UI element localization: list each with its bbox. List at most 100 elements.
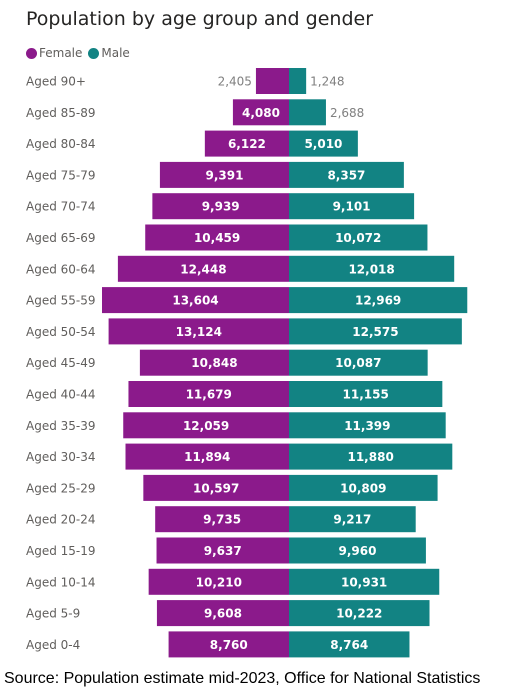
category-label-aged-50-54: Aged 50-54 — [26, 325, 96, 339]
data-label-male-aged-65-69: 10,072 — [335, 231, 381, 245]
data-label-female-aged-80-84: 6,122 — [228, 137, 266, 151]
data-label-male-aged-30-34: 11,880 — [347, 450, 393, 464]
data-label-female-aged-10-14: 10,210 — [196, 575, 242, 589]
bar-female-aged-30-34 — [125, 443, 289, 470]
bar-female-aged-45-49 — [139, 349, 289, 376]
data-label-female-aged-55-59: 13,604 — [172, 294, 218, 308]
data-label-female-aged-0-4: 8,760 — [210, 638, 248, 652]
bar-female-aged-85-89 — [232, 99, 289, 126]
category-label-aged-90: Aged 90+ — [26, 75, 86, 89]
bar-male-aged-30-34 — [289, 443, 453, 470]
data-label-male-aged-90: 1,248 — [310, 75, 344, 89]
category-label-aged-80-84: Aged 80-84 — [26, 137, 96, 151]
bar-female-aged-25-29 — [143, 474, 289, 501]
data-label-male-aged-25-29: 10,809 — [340, 481, 386, 495]
data-label-male-aged-15-19: 9,960 — [338, 544, 376, 558]
data-label-female-aged-60-64: 12,448 — [180, 262, 226, 276]
data-label-female-aged-5-9: 9,608 — [204, 607, 242, 621]
data-label-female-aged-50-54: 13,124 — [176, 325, 222, 339]
bar-male-aged-50-54 — [289, 318, 462, 345]
data-label-male-aged-5-9: 10,222 — [336, 607, 382, 621]
data-label-female-aged-65-69: 10,459 — [194, 231, 240, 245]
data-label-male-aged-55-59: 12,969 — [355, 294, 401, 308]
bar-male-aged-10-14 — [289, 568, 440, 595]
source-note: Source: Population estimate mid-2023, Of… — [4, 670, 481, 687]
data-label-male-aged-35-39: 11,399 — [344, 419, 390, 433]
legend-item-male[interactable]: Male — [88, 46, 130, 60]
bar-female-aged-90 — [255, 68, 289, 94]
category-label-aged-75-79: Aged 75-79 — [26, 168, 96, 182]
bar-female-aged-35-39 — [123, 412, 289, 439]
data-label-male-aged-60-64: 12,018 — [348, 262, 394, 276]
bar-female-aged-75-79 — [159, 161, 289, 188]
legend-male-label: Male — [101, 46, 130, 60]
data-label-female-aged-45-49: 10,848 — [191, 356, 237, 370]
data-label-female-aged-30-34: 11,894 — [184, 450, 230, 464]
legend-male-swatch — [88, 47, 100, 59]
data-label-female-aged-20-24: 9,735 — [203, 513, 241, 527]
category-label-aged-35-39: Aged 35-39 — [26, 419, 96, 433]
bar-male-aged-20-24 — [289, 506, 416, 533]
data-label-female-aged-35-39: 12,059 — [183, 419, 229, 433]
category-label-aged-40-44: Aged 40-44 — [26, 388, 96, 402]
data-label-female-aged-70-74: 9,939 — [202, 200, 240, 214]
category-label-aged-45-49: Aged 45-49 — [26, 356, 96, 370]
bar-male-aged-25-29 — [289, 474, 438, 501]
bar-male-aged-85-89 — [289, 99, 326, 126]
bar-female-aged-15-19 — [156, 537, 289, 564]
category-label-aged-0-4: Aged 0-4 — [26, 638, 80, 652]
bar-male-aged-80-84 — [289, 130, 358, 157]
data-label-male-aged-45-49: 10,087 — [335, 356, 381, 370]
data-label-male-aged-85-89: 2,688 — [330, 106, 364, 120]
bar-female-aged-20-24 — [155, 506, 289, 533]
data-label-male-aged-70-74: 9,101 — [333, 200, 371, 214]
category-label-aged-5-9: Aged 5-9 — [26, 607, 80, 621]
category-label-aged-65-69: Aged 65-69 — [26, 231, 96, 245]
category-label-aged-70-74: Aged 70-74 — [26, 200, 96, 214]
bar-female-aged-5-9 — [156, 600, 289, 627]
bar-female-aged-70-74 — [152, 193, 289, 220]
bar-male-aged-45-49 — [289, 349, 428, 376]
data-label-male-aged-80-84: 5,010 — [304, 137, 342, 151]
bar-female-aged-40-44 — [128, 381, 289, 407]
data-label-female-aged-40-44: 11,679 — [186, 388, 232, 402]
bar-male-aged-0-4 — [289, 631, 410, 658]
bar-male-aged-90 — [289, 68, 307, 94]
data-label-female-aged-90: 2,405 — [218, 75, 252, 89]
bar-female-aged-55-59 — [102, 287, 289, 314]
bar-male-aged-15-19 — [289, 537, 426, 564]
data-label-male-aged-10-14: 10,931 — [341, 575, 387, 589]
bar-female-aged-0-4 — [168, 631, 289, 658]
bar-female-aged-60-64 — [117, 255, 290, 282]
category-label-aged-30-34: Aged 30-34 — [26, 450, 96, 464]
bar-male-aged-40-44 — [289, 381, 443, 407]
bar-male-aged-5-9 — [289, 600, 430, 627]
bar-male-aged-65-69 — [289, 224, 428, 251]
category-label-aged-20-24: Aged 20-24 — [26, 513, 96, 527]
data-label-female-aged-85-89: 4,080 — [242, 106, 280, 120]
data-label-male-aged-20-24: 9,217 — [333, 513, 371, 527]
legend: Female Male — [26, 46, 136, 60]
data-label-male-aged-75-79: 8,357 — [327, 168, 365, 182]
category-label-aged-60-64: Aged 60-64 — [26, 262, 96, 276]
bar-male-aged-55-59 — [289, 287, 468, 314]
category-label-aged-85-89: Aged 85-89 — [26, 106, 96, 120]
data-label-female-aged-25-29: 10,597 — [193, 481, 239, 495]
bar-female-aged-65-69 — [145, 224, 289, 251]
bar-female-aged-10-14 — [148, 568, 289, 595]
chart-title: Population by age group and gender — [26, 8, 374, 30]
category-label-aged-10-14: Aged 10-14 — [26, 575, 96, 589]
data-label-male-aged-40-44: 11,155 — [343, 388, 389, 402]
bar-male-aged-60-64 — [289, 255, 455, 282]
bar-female-aged-50-54 — [108, 318, 290, 345]
category-label-aged-25-29: Aged 25-29 — [26, 481, 96, 495]
data-label-male-aged-0-4: 8,764 — [330, 638, 368, 652]
category-label-aged-15-19: Aged 15-19 — [26, 544, 96, 558]
legend-female-label: Female — [39, 46, 83, 60]
legend-female-swatch — [26, 47, 37, 59]
bar-female-aged-80-84 — [204, 130, 289, 157]
legend-item-female[interactable]: Female — [26, 46, 82, 60]
data-label-female-aged-15-19: 9,637 — [204, 544, 242, 558]
bar-male-aged-75-79 — [289, 161, 404, 188]
